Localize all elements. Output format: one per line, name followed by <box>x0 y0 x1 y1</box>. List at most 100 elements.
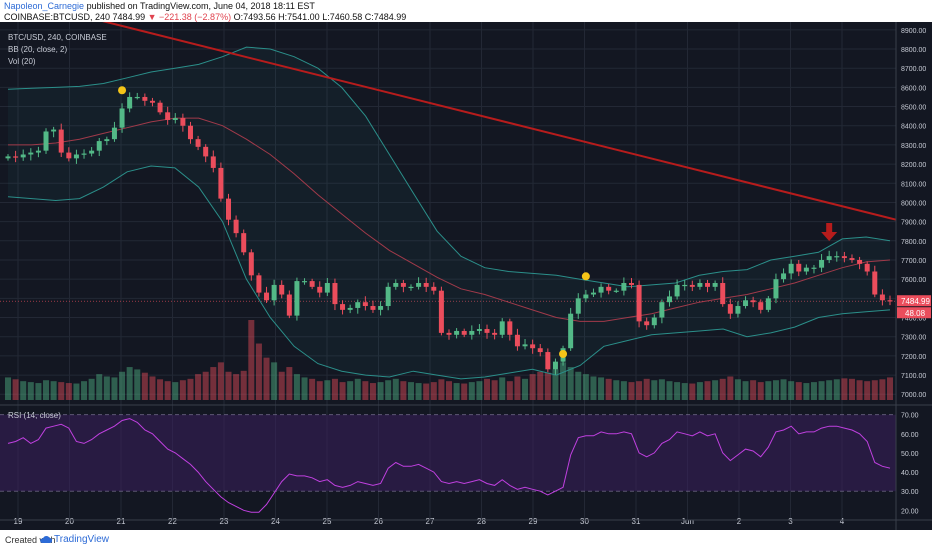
x-tick-label: 31 <box>632 517 641 526</box>
volume-bar <box>522 378 529 400</box>
volume-bar <box>750 380 757 400</box>
price-tick-label: 7300.00 <box>901 335 926 342</box>
x-tick-label: 27 <box>426 517 435 526</box>
volume-bar <box>293 374 300 400</box>
candle <box>332 283 338 305</box>
rsi-tick-label: 30.00 <box>901 489 919 496</box>
legend-vol: Vol (20) <box>8 57 36 66</box>
candle <box>385 286 391 307</box>
volume-bar <box>719 378 726 400</box>
x-tick-label: 26 <box>374 517 383 526</box>
candle <box>96 141 102 151</box>
volume-bar <box>613 380 620 400</box>
candle <box>682 284 688 287</box>
volume-bar <box>841 378 848 400</box>
price-tick-label: 7600.00 <box>901 277 926 284</box>
x-tick-label: 22 <box>168 517 177 526</box>
volume-bar <box>339 382 346 400</box>
candle <box>134 96 140 99</box>
candle <box>590 292 596 295</box>
candle <box>35 150 41 153</box>
volume-bar <box>446 381 452 400</box>
rsi-tick-label: 40.00 <box>901 470 919 477</box>
x-tick-label: 29 <box>529 517 538 526</box>
candle <box>43 131 49 151</box>
footer: Created with TradingView <box>0 530 932 550</box>
volume-bar <box>126 367 133 400</box>
volume-bar <box>187 378 194 400</box>
tradingview-cloud-icon <box>40 536 52 543</box>
candle <box>598 286 604 293</box>
volume-bar <box>879 379 886 400</box>
volume-bar <box>529 374 536 400</box>
rsi-tick-label: 20.00 <box>901 508 919 515</box>
x-tick-label: 21 <box>117 517 126 526</box>
rsi-path <box>7 418 891 513</box>
price-tick-label: 8300.00 <box>901 143 926 150</box>
candle <box>20 154 26 158</box>
candle <box>659 302 665 318</box>
volume-bar <box>453 383 460 400</box>
candle <box>218 167 224 199</box>
vol-tag: 48.08 <box>905 309 926 318</box>
bb-upper <box>7 46 891 288</box>
candle <box>408 286 414 289</box>
volume-bar <box>172 382 179 400</box>
volume-bar <box>20 381 27 400</box>
candle <box>811 267 817 269</box>
price-tag: 7484.99 <box>901 297 930 306</box>
price-tick-label: 7000.00 <box>901 392 926 399</box>
volume-bars <box>5 320 893 400</box>
candle <box>651 317 657 326</box>
sell-arrow-icon <box>821 222 838 241</box>
candle <box>324 283 330 293</box>
price-tick-label: 7400.00 <box>901 316 926 323</box>
volume-bar <box>567 367 574 400</box>
publish-line: Napoleon_Carnegie published on TradingVi… <box>4 1 315 11</box>
volume-bar <box>757 382 764 400</box>
volume-bar <box>301 377 308 400</box>
candle <box>469 330 475 335</box>
candle <box>317 286 323 293</box>
published-text: published on TradingView.com, June 04, 2… <box>86 1 315 11</box>
x-tick-label: 28 <box>477 517 486 526</box>
quote-line: COINBASE:BTCUSD, 240 7484.99 ▼ −221.38 (… <box>4 12 406 22</box>
candle <box>195 139 201 147</box>
candle <box>142 96 148 101</box>
candle <box>537 348 543 353</box>
symbol-label: COINBASE:BTCUSD, 240 <box>4 12 111 22</box>
price-chart[interactable]: 19 20 21 22 23 24 25 26 27 28 29 30 31 Jun 2 3 47000.007… <box>0 22 932 530</box>
volume-bar <box>514 376 521 400</box>
candle <box>492 332 498 335</box>
volume-bar <box>696 382 703 400</box>
volume-bar <box>27 382 34 400</box>
volume-bar <box>195 374 202 400</box>
author-link[interactable]: Napoleon_Carnegie <box>4 1 85 11</box>
price-tick-label: 8500.00 <box>901 105 926 112</box>
volume-bar <box>400 381 407 400</box>
candle <box>773 279 779 299</box>
volume-bar <box>149 376 156 400</box>
volume-bar <box>119 371 126 400</box>
volume-bar <box>255 343 262 400</box>
candle <box>264 292 270 301</box>
volume-bar <box>628 382 635 400</box>
candle <box>157 102 163 113</box>
volume-bar <box>331 378 338 400</box>
candle <box>499 321 505 335</box>
candle <box>378 306 384 310</box>
candle <box>438 290 444 333</box>
price-tick-label: 8900.00 <box>901 28 926 35</box>
tradingview-brand[interactable]: TradingView <box>54 534 110 545</box>
candle <box>416 283 422 287</box>
legend-title: BTC/USD, 240, COINBASE <box>8 33 107 42</box>
candle <box>340 304 346 310</box>
volume-bar <box>476 381 483 400</box>
trendline[interactable] <box>38 22 897 221</box>
volume-bar <box>164 381 171 400</box>
x-tick-label: 23 <box>220 517 229 526</box>
volume-bar <box>788 381 795 400</box>
volume-bar <box>537 371 544 400</box>
candle <box>667 296 672 303</box>
volume-bar <box>712 380 719 400</box>
